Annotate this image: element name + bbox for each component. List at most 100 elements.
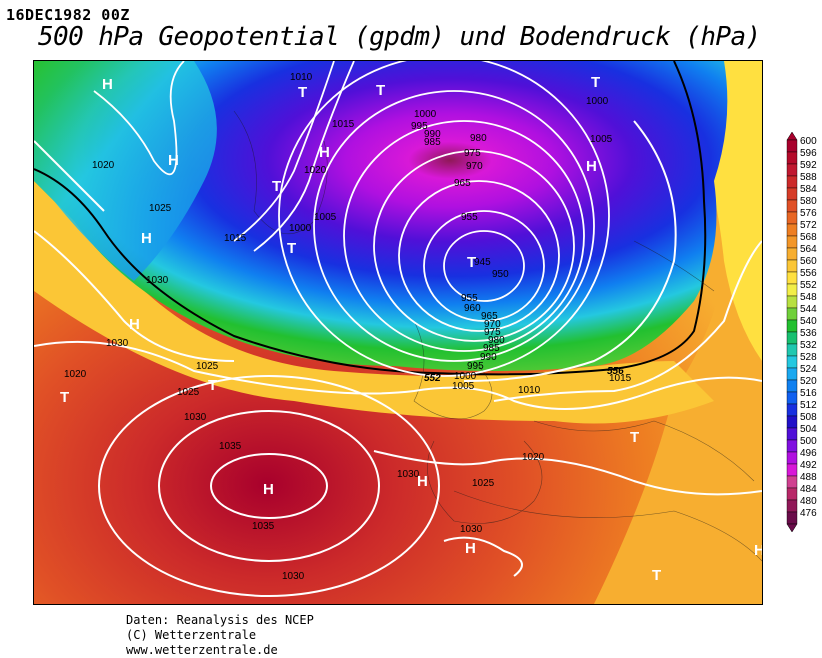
legend-label: 548 [800, 292, 817, 303]
isobar-1025-west [34, 230, 235, 362]
legend-swatch [786, 451, 798, 465]
high-symbol: H [102, 76, 113, 93]
legend-swatch [786, 223, 798, 237]
legend-swatch [786, 379, 798, 393]
label-965b: 965 [481, 311, 498, 322]
legend-label: 484 [800, 484, 817, 495]
legend-label: 560 [800, 256, 817, 267]
credit-line-copyright: (C) Wetterzentrale [126, 628, 257, 642]
label-1005c: 1005 [452, 381, 475, 392]
label-1005b: 1005 [314, 212, 337, 223]
east-warm-zone [594, 61, 762, 604]
legend-top-arrow [786, 132, 798, 141]
label-995b: 995 [467, 361, 484, 372]
date-stamp: 16DEC1982 00Z [6, 6, 130, 24]
label-1020d: 1020 [304, 165, 327, 176]
label-1010: 1010 [290, 72, 313, 83]
label-985: 985 [424, 137, 441, 148]
legend-swatch [786, 199, 798, 213]
legend-label: 576 [800, 208, 817, 219]
legend-swatch [786, 355, 798, 369]
legend-label: 524 [800, 364, 817, 375]
label-1010b: 1010 [518, 385, 541, 396]
low-symbol: T [630, 429, 639, 446]
legend-swatch [786, 499, 798, 513]
legend-label: 552 [800, 280, 817, 291]
high-symbol: H [319, 144, 330, 161]
isobar-1025-east [373, 450, 762, 496]
label-980: 980 [470, 133, 487, 144]
isobar-1030-b [443, 536, 523, 577]
color-scale-legend: 6005965925885845805765725685645605565525… [786, 132, 817, 532]
isobar-1015-north [233, 61, 335, 242]
legend-swatch [786, 307, 798, 321]
isobar-1035-a [210, 453, 328, 519]
high-symbol: H [129, 316, 140, 333]
isobar-1030-a [158, 410, 380, 562]
yellow-band [34, 161, 714, 424]
legend-label: 488 [800, 472, 817, 483]
label-990: 990 [424, 129, 441, 140]
isobar-995 [313, 90, 595, 362]
legend-label: 536 [800, 328, 817, 339]
low-symbol: T [298, 84, 307, 101]
contour-552 [34, 61, 707, 376]
label-1000: 1000 [414, 109, 437, 120]
low-symbol: T [272, 178, 281, 195]
low-isobars [93, 61, 610, 377]
credits: Daten: Reanalysis des NCEP (C) Wetterzen… [126, 613, 314, 658]
legend-swatch [786, 511, 798, 525]
label-1025: 1025 [196, 361, 219, 372]
pressure-labels: 1035 1035 1030 1030 1030 1030 1030 1030 … [64, 72, 632, 582]
legend-swatch [786, 487, 798, 501]
label-1020b: 1020 [64, 369, 87, 380]
label-552: 552 [424, 373, 441, 384]
low-symbol: T [652, 567, 661, 584]
legend-swatch [786, 247, 798, 261]
low-symbol: T [287, 240, 296, 257]
isobar-985 [343, 120, 585, 352]
isobar-1015-east [493, 240, 762, 402]
coastlines [233, 110, 762, 562]
isobar-955 [423, 210, 545, 322]
label-955b: 955 [461, 293, 478, 304]
east-yellow-zone [674, 61, 762, 361]
label-975: 975 [464, 148, 481, 159]
label-1020: 1020 [92, 160, 115, 171]
label-1015c: 1015 [609, 373, 632, 384]
legend-label: 568 [800, 232, 817, 243]
label-965: 965 [454, 178, 471, 189]
isobar-1010-north [253, 61, 355, 252]
legend-label: 492 [800, 460, 817, 471]
legend-swatch [786, 427, 798, 441]
label-950: 950 [492, 269, 509, 280]
credit-line-data: Daten: Reanalysis des NCEP [126, 613, 314, 627]
high-symbol: H [417, 473, 428, 490]
label-1030e: 1030 [397, 469, 420, 480]
weather-map: 1035 1035 1030 1030 1030 1030 1030 1030 … [33, 60, 763, 605]
legend-swatch [786, 319, 798, 333]
legend-swatch [786, 415, 798, 429]
isobars [34, 120, 762, 597]
legend-label: 588 [800, 172, 817, 183]
legend-label: 572 [800, 220, 817, 231]
low-symbol: T [376, 82, 385, 99]
label-1000c: 1000 [289, 223, 312, 234]
label-1000d: 1000 [454, 371, 477, 382]
label-970: 970 [466, 161, 483, 172]
legend-label: 584 [800, 184, 817, 195]
legend-swatch [786, 235, 798, 249]
label-975b: 975 [484, 327, 501, 338]
label-1005: 1005 [590, 134, 613, 145]
legend-label: 516 [800, 388, 817, 399]
legend-label: 508 [800, 412, 817, 423]
credit-line-website: www.wetterzentrale.de [126, 643, 278, 657]
isobar-975 [373, 150, 575, 342]
legend-swatch [786, 295, 798, 309]
label-1020c: 1020 [522, 452, 545, 463]
isobar-965 [398, 180, 560, 332]
legend-label: 580 [800, 196, 817, 207]
label-1000b: 1000 [586, 96, 609, 107]
label-980b: 980 [488, 335, 505, 346]
legend-swatch [786, 403, 798, 417]
